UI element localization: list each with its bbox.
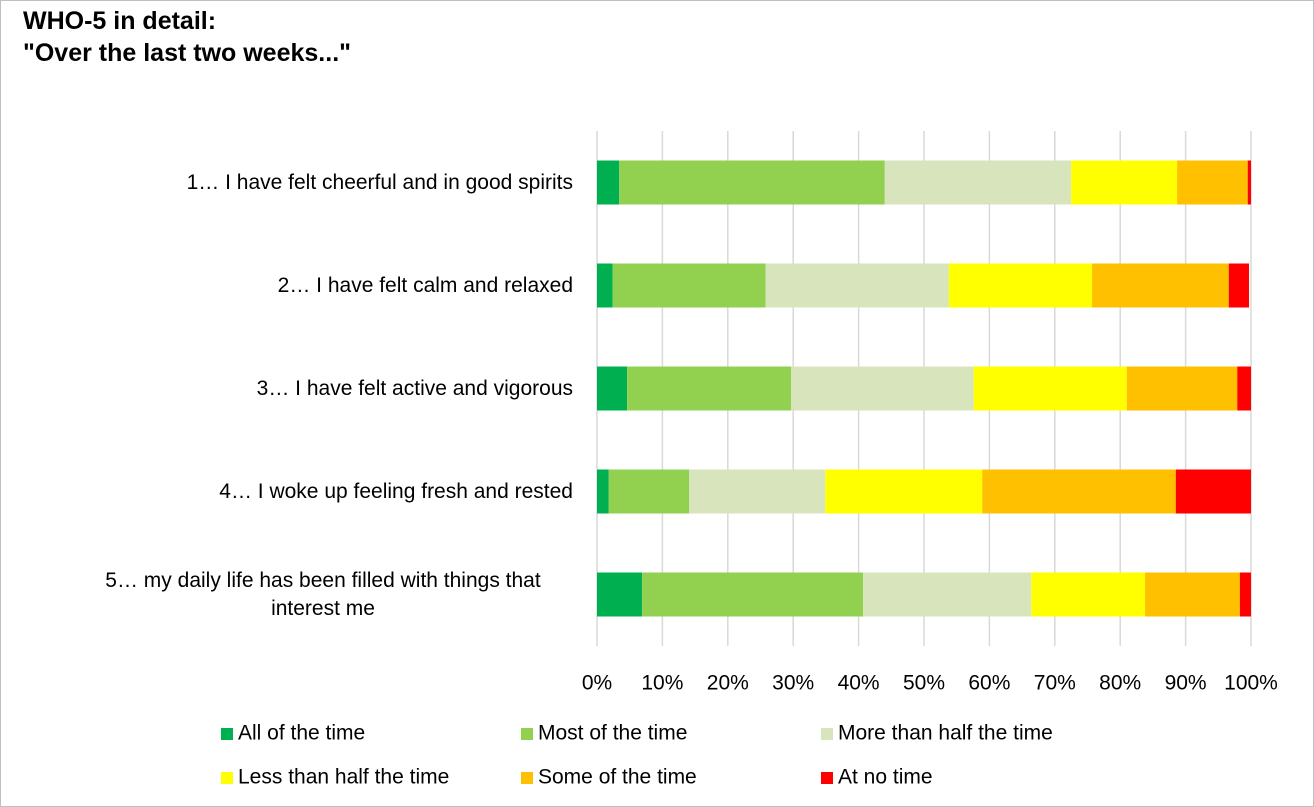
legend-marker	[521, 728, 533, 740]
legend-marker	[821, 728, 833, 740]
bar-segment	[597, 366, 628, 411]
bar-segment	[612, 263, 766, 308]
category-label: 5… my daily life has been filled with th…	[105, 568, 541, 620]
x-tick-label: 0%	[582, 672, 612, 695]
x-tick-label: 40%	[838, 672, 880, 695]
bar-segment	[1031, 572, 1146, 617]
legend-label: All of the time	[238, 722, 365, 745]
bar-segment	[1126, 366, 1238, 411]
legend-marker	[521, 772, 533, 784]
bar-segment	[689, 469, 826, 514]
x-tick-label: 60%	[968, 672, 1010, 695]
chart-title: WHO-5 in detail:	[23, 7, 217, 35]
bar-segment	[597, 160, 620, 205]
legend-marker	[821, 772, 833, 784]
bar-segment	[608, 469, 690, 514]
bar-segment	[863, 572, 1032, 617]
x-tick-label: 20%	[707, 672, 749, 695]
category-label: 3… I have felt active and vigorous	[256, 376, 573, 400]
bar-segment	[982, 469, 1176, 514]
bar-segment	[597, 263, 613, 308]
bar-segment	[791, 366, 974, 411]
category-label: 1… I have felt cheerful and in good spir…	[186, 170, 573, 194]
x-tick-label: 100%	[1224, 672, 1278, 695]
bar-segment	[765, 263, 949, 308]
x-tick-label: 30%	[772, 672, 814, 695]
legend-label: Less than half the time	[238, 766, 449, 789]
category-label: 4… I woke up feeling fresh and rested	[219, 479, 573, 503]
chart-subtitle: "Over the last two weeks..."	[23, 39, 351, 67]
bar-segment	[1177, 160, 1248, 205]
bar-segment	[884, 160, 1072, 205]
x-tick-label: 80%	[1099, 672, 1141, 695]
x-tick-label: 90%	[1165, 672, 1207, 695]
legend-label: Most of the time	[538, 722, 687, 745]
bar-segment	[973, 366, 1127, 411]
legend-label: More than half the time	[838, 722, 1053, 745]
bar-segment	[1237, 366, 1251, 411]
legend-marker	[221, 772, 233, 784]
x-tick-label: 50%	[903, 672, 945, 695]
x-tick-label: 70%	[1034, 672, 1076, 695]
bar-segment	[825, 469, 983, 514]
bar-segment	[1239, 572, 1251, 617]
bar-segment	[627, 366, 792, 411]
bar-segment	[1092, 263, 1229, 308]
category-label: 2… I have felt calm and relaxed	[277, 273, 573, 297]
legend-label: At no time	[838, 766, 933, 789]
bar-segment	[642, 572, 864, 617]
bar-segment	[597, 469, 609, 514]
bar-segment	[1247, 160, 1251, 205]
bar-segment	[1145, 572, 1240, 617]
legend-marker	[221, 728, 233, 740]
bar-segment	[1071, 160, 1178, 205]
x-tick-label: 10%	[641, 672, 683, 695]
bar-segment	[1175, 469, 1251, 514]
bar-segment	[619, 160, 885, 205]
bar-segment	[597, 572, 643, 617]
bar-segment	[1228, 263, 1250, 308]
bar-segment	[948, 263, 1093, 308]
legend-label: Some of the time	[538, 766, 697, 789]
